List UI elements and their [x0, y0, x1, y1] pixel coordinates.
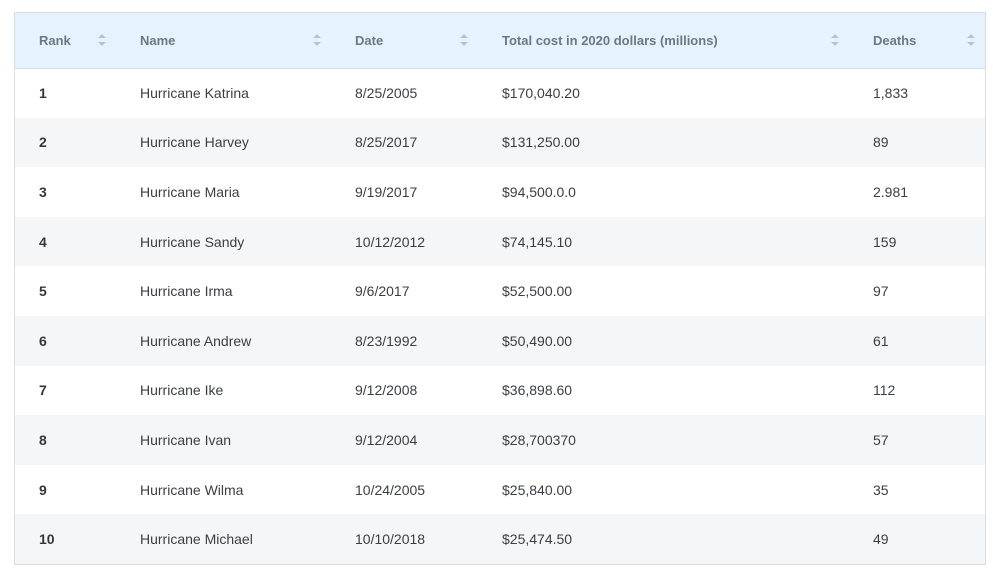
cell-cost: $36,898.60: [502, 382, 573, 399]
cell-date: 8/25/2017: [355, 134, 418, 151]
cell-name: Hurricane Sandy: [140, 233, 245, 250]
column-header-cost[interactable]: Total cost in 2020 dollars (millions): [478, 13, 849, 69]
table-row: 4 Hurricane Sandy 10/12/2012 $74,145.10 …: [15, 216, 985, 267]
cell-rank: 7: [39, 382, 47, 399]
column-header-label: Rank: [39, 32, 71, 48]
sort-icon[interactable]: [98, 34, 106, 47]
cell-name: Hurricane Wilma: [140, 481, 244, 498]
cell-deaths: 57: [873, 431, 889, 448]
cell-cost: $170,040.20: [502, 85, 580, 102]
table-row: 10 Hurricane Michael 10/10/2018 $25,474.…: [15, 514, 985, 564]
cell-cost: $131,250.00: [502, 134, 580, 151]
cell-deaths: 159: [873, 233, 897, 250]
cell-date: 9/12/2004: [355, 431, 418, 448]
cell-rank: 4: [39, 233, 47, 250]
cell-cost: $94,500.0.0: [502, 183, 576, 200]
table-body: 1 Hurricane Katrina 8/25/2005 $170,040.2…: [15, 68, 985, 564]
table-row: 6 Hurricane Andrew 8/23/1992 $50,490.00 …: [15, 315, 985, 366]
cell-deaths: 2.981: [873, 183, 909, 200]
table-row: 7 Hurricane Ike 9/12/2008 $36,898.60 112: [15, 365, 985, 416]
sort-icon[interactable]: [967, 34, 975, 47]
cell-date: 9/19/2017: [355, 183, 418, 200]
cell-name: Hurricane Andrew: [140, 332, 252, 349]
cell-deaths: 1,833: [873, 85, 909, 102]
cell-rank: 5: [39, 283, 47, 300]
cell-date: 9/6/2017: [355, 283, 410, 300]
table-row: 5 Hurricane Irma 9/6/2017 $52,500.00 97: [15, 266, 985, 316]
column-header-label: Total cost in 2020 dollars (millions): [502, 32, 718, 48]
cell-deaths: 61: [873, 332, 889, 349]
cell-date: 10/12/2012: [355, 233, 426, 250]
cell-date: 9/12/2008: [355, 382, 418, 399]
cell-rank: 9: [39, 481, 47, 498]
column-header-label: Deaths: [873, 32, 917, 48]
cell-cost: $74,145.10: [502, 233, 573, 250]
cell-rank: 8: [39, 431, 47, 448]
cell-cost: $52,500.00: [502, 283, 573, 300]
cell-date: 8/23/1992: [355, 332, 418, 349]
column-header-label: Name: [140, 32, 176, 48]
cell-deaths: 97: [873, 283, 889, 300]
column-header-label: Date: [355, 32, 384, 48]
table-row: 8 Hurricane Ivan 9/12/2004 $28,700370 57: [15, 415, 985, 465]
cell-rank: 3: [39, 183, 47, 200]
sort-icon[interactable]: [313, 34, 321, 47]
cell-name: Hurricane Ivan: [140, 431, 232, 448]
cell-deaths: 112: [873, 382, 896, 399]
table-row: 2 Hurricane Harvey 8/25/2017 $131,250.00…: [15, 117, 985, 168]
cell-cost: $28,700370: [502, 431, 576, 448]
cell-deaths: 49: [873, 531, 889, 548]
cell-rank: 1: [39, 85, 47, 102]
cell-rank: 2: [39, 134, 47, 151]
cell-name: Hurricane Harvey: [140, 134, 249, 151]
cell-date: 10/24/2005: [355, 481, 426, 498]
cell-name: Hurricane Irma: [140, 283, 233, 300]
data-table: Rank Name Date Total cost in 2020 dollar…: [15, 13, 985, 564]
cell-name: Hurricane Michael: [140, 531, 253, 548]
cell-date: 8/25/2005: [355, 85, 418, 102]
table-header: Rank Name Date Total cost in 2020 dollar…: [15, 13, 985, 69]
cell-cost: $25,474.50: [502, 531, 573, 548]
cell-cost: $50,490.00: [502, 332, 573, 349]
cell-date: 10/10/2018: [355, 531, 426, 548]
cell-deaths: 35: [873, 481, 889, 498]
sort-icon[interactable]: [831, 34, 839, 47]
cell-name: Hurricane Katrina: [140, 85, 249, 102]
header-row: Rank Name Date Total cost in 2020 dollar…: [15, 13, 985, 69]
table-row: 1 Hurricane Katrina 8/25/2005 $170,040.2…: [15, 68, 985, 118]
hurricane-cost-table: Rank Name Date Total cost in 2020 dollar…: [14, 12, 986, 565]
column-header-date[interactable]: Date: [331, 13, 478, 69]
column-header-name[interactable]: Name: [116, 13, 331, 69]
cell-name: Hurricane Maria: [140, 183, 240, 200]
table-row: 3 Hurricane Maria 9/19/2017 $94,500.0.0 …: [15, 167, 985, 217]
table-row: 9 Hurricane Wilma 10/24/2005 $25,840.00 …: [15, 464, 985, 515]
column-header-deaths[interactable]: Deaths: [849, 13, 985, 69]
cell-deaths: 89: [873, 134, 889, 151]
cell-rank: 6: [39, 332, 47, 349]
column-header-rank[interactable]: Rank: [15, 13, 116, 69]
cell-name: Hurricane Ike: [140, 382, 224, 399]
sort-icon[interactable]: [460, 34, 468, 47]
cell-rank: 10: [39, 531, 55, 548]
cell-cost: $25,840.00: [502, 481, 573, 498]
